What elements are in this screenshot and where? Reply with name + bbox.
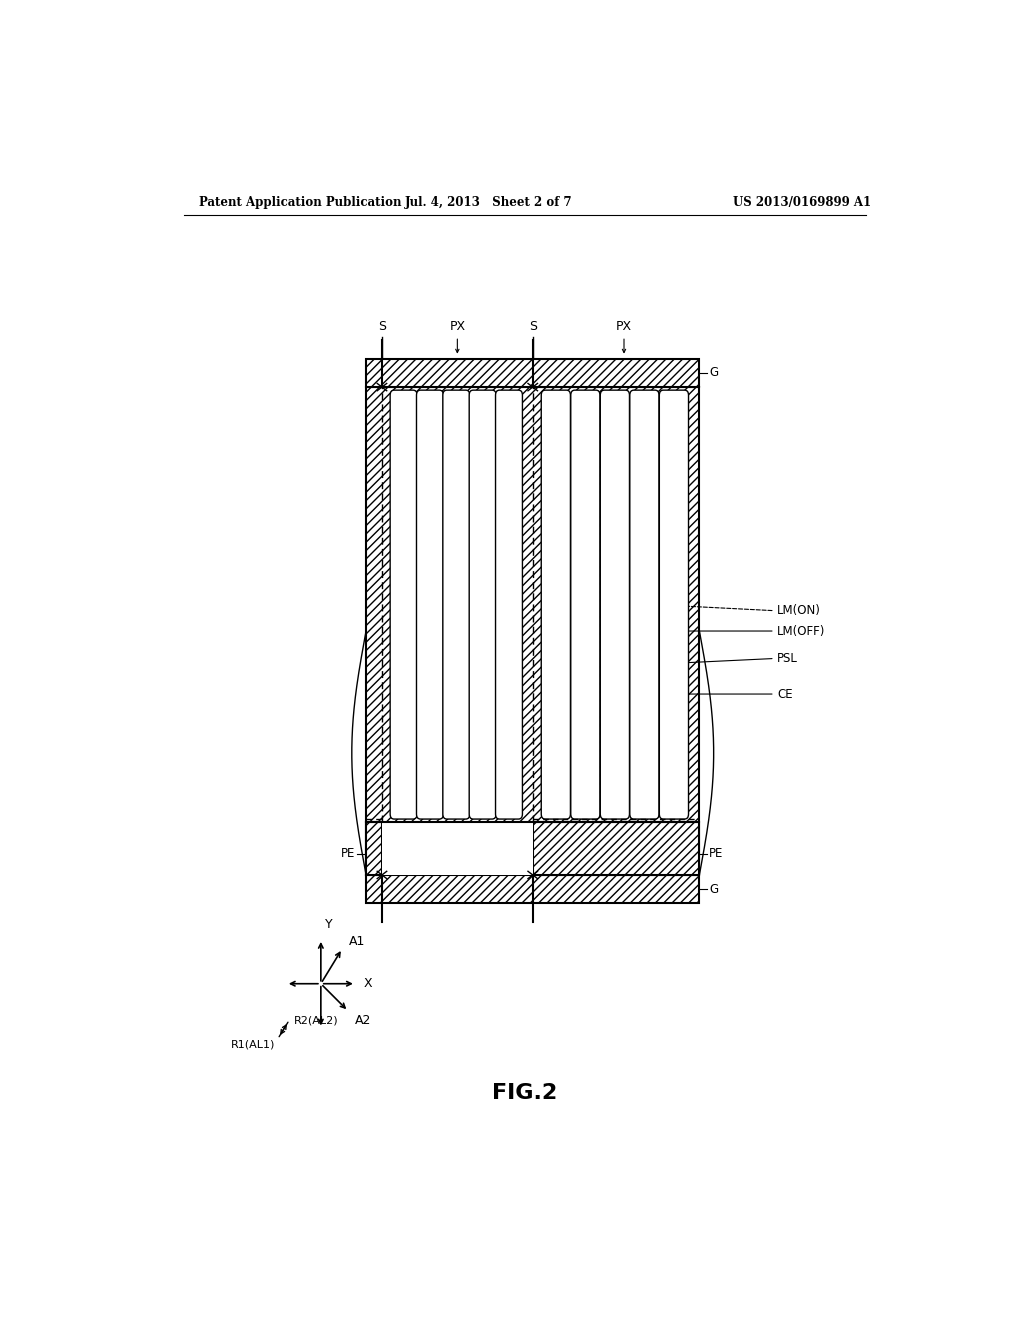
Text: R1(AL1): R1(AL1) (230, 1040, 274, 1049)
Text: LM(OFF): LM(OFF) (777, 624, 825, 638)
Text: PE: PE (341, 847, 355, 861)
FancyBboxPatch shape (390, 391, 417, 818)
Text: CE: CE (777, 688, 793, 701)
Bar (532, 822, 699, 875)
FancyBboxPatch shape (570, 391, 600, 818)
Text: PX: PX (616, 321, 632, 333)
Text: Patent Application Publication: Patent Application Publication (200, 195, 402, 209)
Text: S: S (378, 321, 386, 333)
Text: LM(ON): LM(ON) (777, 605, 821, 618)
Text: PE: PE (709, 847, 723, 861)
Text: S: S (528, 321, 537, 333)
FancyBboxPatch shape (600, 391, 630, 818)
Bar (367, 822, 382, 875)
Text: Jul. 4, 2013   Sheet 2 of 7: Jul. 4, 2013 Sheet 2 of 7 (406, 195, 572, 209)
Text: FIG.2: FIG.2 (493, 1084, 557, 1104)
FancyBboxPatch shape (442, 391, 470, 818)
FancyBboxPatch shape (496, 391, 522, 818)
Bar (367, 387, 699, 875)
Bar (367, 359, 699, 387)
Bar (367, 875, 699, 903)
Bar (367, 387, 699, 875)
Text: G: G (709, 367, 718, 379)
Text: A1: A1 (349, 936, 366, 949)
Bar (382, 822, 532, 875)
Text: PX: PX (450, 321, 465, 333)
FancyBboxPatch shape (630, 391, 659, 818)
FancyBboxPatch shape (542, 391, 570, 818)
Text: R2(AL2): R2(AL2) (294, 1015, 339, 1026)
FancyBboxPatch shape (659, 391, 688, 818)
Text: G: G (709, 883, 718, 896)
Text: US 2013/0169899 A1: US 2013/0169899 A1 (733, 195, 871, 209)
Text: Y: Y (325, 917, 333, 931)
FancyBboxPatch shape (469, 391, 496, 818)
FancyBboxPatch shape (417, 391, 443, 818)
Text: X: X (364, 977, 373, 990)
Text: PSL: PSL (777, 652, 798, 665)
Text: A2: A2 (354, 1014, 371, 1027)
